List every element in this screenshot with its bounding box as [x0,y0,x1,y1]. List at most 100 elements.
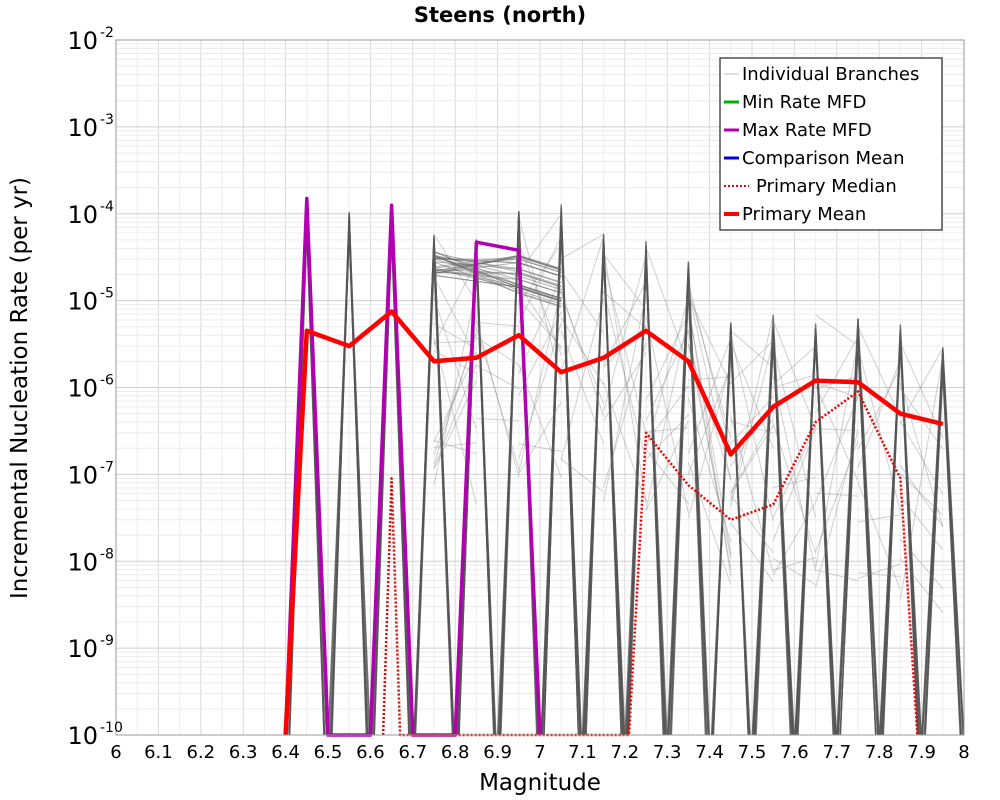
branch-line [815,430,859,588]
branch-line [730,342,774,449]
branch-line [560,458,604,493]
branch-line [815,396,859,502]
branch-line [899,347,944,424]
branch-line [603,249,647,501]
x-tick-label: 7.5 [738,742,767,763]
branch-line [772,428,817,542]
branch-line [857,326,901,418]
legend-label-comparison-mean: Comparison Mean [742,148,905,169]
x-tick-label: 7 [534,742,545,763]
branch-line [603,294,647,502]
branch-line [603,352,647,421]
branch-line [476,322,519,327]
branch-line [560,271,605,333]
x-tick-label: 6.1 [144,742,173,763]
branch-line [772,346,817,518]
grid-lines [115,40,965,736]
branch-line [433,261,562,307]
branch-line [543,225,580,736]
branch-line [880,344,921,736]
branch-line [730,330,774,368]
x-tick-label: 7.3 [653,742,682,763]
branch-line [899,465,944,527]
y-tick-exponent: -10 [100,720,123,736]
branch-line [518,243,562,305]
branch-line [730,424,774,494]
branch-line [518,401,562,474]
branch-line [476,418,519,422]
x-axis-ticks: 6 6.1 6.2 6.3 6.4 6.5 6.6 6.7 6.8 6.9 7 7.1 7.2 7.3 7.… [110,742,969,763]
branch-line [836,338,880,736]
branch-line [730,315,774,502]
branch-line [687,292,732,480]
branch-line [433,340,477,344]
branch-line [755,336,791,736]
branch-line [730,494,774,554]
legend-label-primary-mean: Primary Mean [742,204,866,225]
branch-line [815,341,859,568]
y-axis-label: Incremental Nucleation Rate (per yr) [7,177,33,599]
branch-line [670,284,707,736]
branch-line [645,420,689,512]
primary-median-line [381,390,919,737]
legend-label-min-rate-mfd: Min Rate MFD [742,92,866,113]
y-tick-exponent: -7 [100,459,114,475]
x-tick-label: 7.8 [865,742,894,763]
branch-line [857,572,901,577]
branch-line [603,253,647,311]
branch-line [900,473,944,516]
branch-line [560,233,604,260]
branch-line [475,320,520,478]
branch-line [433,288,477,486]
branch-line [433,323,477,350]
branch-line [645,316,689,511]
branch-line [645,385,689,443]
branch-line [687,337,732,454]
branch-line [899,421,944,495]
branch-line [730,416,774,573]
branch-line [730,522,774,582]
branch-line [518,213,562,274]
branch-line [772,426,817,518]
branch-line [583,243,625,736]
branch-line [687,363,732,518]
y-tick-exponent: -4 [100,199,114,215]
branch-line [687,330,732,571]
x-tick-label: 6.6 [356,742,385,763]
branch-line [476,365,520,390]
branch-line [603,290,647,462]
branch-line [921,353,964,736]
branch-line [603,255,647,412]
y-tick-label: 10 [67,635,98,663]
branch-line [433,338,477,505]
x-tick-label: 7.6 [780,742,809,763]
branch-line [772,557,816,586]
branch-line [815,314,859,347]
branch-line [815,336,859,413]
x-tick-label: 7.4 [695,742,724,763]
branch-line [476,337,520,366]
branch-line [624,255,668,736]
legend-label-primary-median: Primary Median [756,176,897,197]
branch-line [687,282,732,451]
branch-line [815,492,859,497]
branch-line [518,276,562,374]
branch-line [645,427,689,433]
branch-line [518,299,562,348]
x-axis-label: Magnitude [479,770,601,796]
branch-line [433,254,562,305]
branch-line [857,514,901,523]
legend-box [719,57,943,231]
branch-line [772,345,816,385]
branch-line [645,414,689,460]
branch-line [730,396,774,445]
branch-line [475,327,520,469]
branch-line [795,329,837,736]
plot-frame [115,39,965,736]
y-tick-label: 10 [67,722,98,750]
legend-label-individual-branches: Individual Branches [742,64,919,85]
branch-line [772,423,817,554]
branch-line [687,289,732,439]
y-tick-label: 10 [67,27,98,55]
